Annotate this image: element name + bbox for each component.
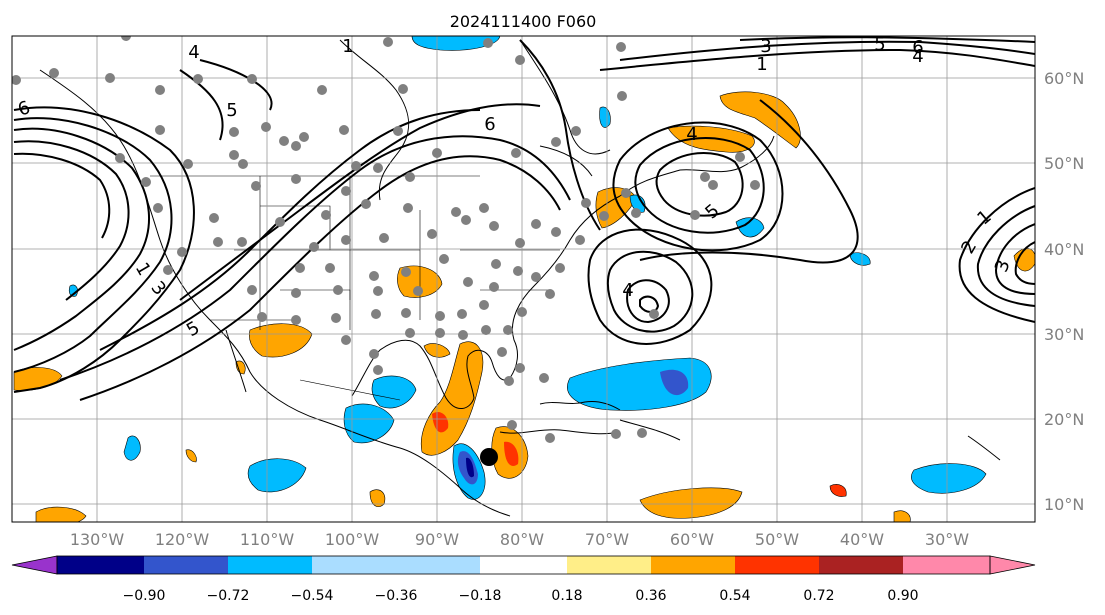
contour-label: 6: [484, 114, 495, 135]
colorbar-segment: [651, 556, 735, 574]
lon-tick-label: 130°W: [70, 530, 125, 549]
colorbar-segment: [144, 556, 228, 574]
lon-tick-label: 60°W: [670, 530, 714, 549]
colorbar-segment: [312, 556, 396, 574]
lon-tick-label: 100°W: [325, 530, 380, 549]
contour-label: 4: [622, 280, 633, 301]
colorbar-extend-high: [989, 555, 1036, 575]
colorbar-tick-label: −0.90: [123, 588, 166, 604]
political-boundaries: [150, 175, 560, 401]
colorbar-segment: [819, 556, 903, 574]
lat-tick-label: 40°N: [1044, 240, 1084, 259]
lat-tick-label: 30°N: [1044, 325, 1084, 344]
colorbar-segment: [567, 556, 651, 574]
lat-tick-label: 20°N: [1044, 410, 1084, 429]
contour-label: 3: [760, 36, 771, 57]
contour-label: 5: [226, 100, 237, 121]
colorbar-tick-label: 0.54: [719, 588, 750, 604]
colorbar-segment: [480, 556, 567, 574]
contour-label: 4: [912, 46, 923, 67]
longitude-axis: 130°W 120°W 110°W 100°W 90°W 80°W 70°W 6…: [70, 530, 969, 549]
colorbar-segment: [228, 556, 312, 574]
colorbar-tick-label: −0.18: [459, 588, 502, 604]
lat-tick-label: 60°N: [1044, 69, 1084, 88]
lat-lon-grid: [12, 36, 1035, 522]
contour-label: 5: [874, 34, 885, 55]
colorbar-tick-label: 0.72: [803, 588, 834, 604]
contour-lines: [13, 36, 1035, 401]
contour-label: 4: [188, 42, 199, 63]
lon-tick-label: 40°W: [840, 530, 884, 549]
colorbar-extend-low: [11, 555, 58, 575]
map-title: 2024111400 F060: [450, 12, 597, 31]
lon-tick-label: 30°W: [925, 530, 969, 549]
colorbar-segment: [57, 556, 144, 574]
colorbar-tick-label: 0.18: [551, 588, 582, 604]
lat-tick-label: 50°N: [1044, 154, 1084, 173]
storm-center-marker: [480, 448, 498, 466]
lon-tick-label: 120°W: [155, 530, 210, 549]
anomaly-shading: [13, 36, 1035, 522]
colorbar-segment: [903, 556, 990, 574]
colorbar-tick-label: 0.90: [887, 588, 918, 604]
contour-label: 4: [686, 124, 697, 145]
lat-tick-label: 10°N: [1044, 495, 1084, 514]
contour-label: 6: [912, 37, 923, 58]
colorbar-segment: [396, 556, 480, 574]
map-panel: 6 5 4 6 4 5 4 3 1 5 6 4 1 2 3 1 5 3 1: [11, 34, 1036, 523]
station-dots: [12, 36, 760, 443]
colorbar-tick-label: −0.54: [291, 588, 334, 604]
contour-label: 1: [342, 36, 353, 57]
lon-tick-label: 80°W: [500, 530, 544, 549]
lon-tick-label: 90°W: [415, 530, 459, 549]
lon-tick-label: 50°W: [755, 530, 799, 549]
contour-label: 1: [756, 54, 767, 75]
colorbar-frame: [56, 555, 991, 575]
coastlines: [39, 39, 1001, 517]
colorbar-tick-label: −0.72: [207, 588, 250, 604]
colorbar: −0.90 −0.72 −0.54 −0.36 −0.18 0.18 0.36 …: [11, 555, 1036, 604]
latitude-axis: 60°N 50°N 40°N 30°N 20°N 10°N: [1044, 69, 1084, 514]
colorbar-segment: [735, 556, 819, 574]
colorbar-tick-label: −0.36: [375, 588, 418, 604]
colorbar-tick-label: 0.36: [635, 588, 666, 604]
map-frame: [11, 35, 1036, 523]
lon-tick-label: 110°W: [240, 530, 295, 549]
lon-tick-label: 70°W: [585, 530, 629, 549]
colorbar-ticks: −0.90 −0.72 −0.54 −0.36 −0.18 0.18 0.36 …: [123, 588, 919, 604]
